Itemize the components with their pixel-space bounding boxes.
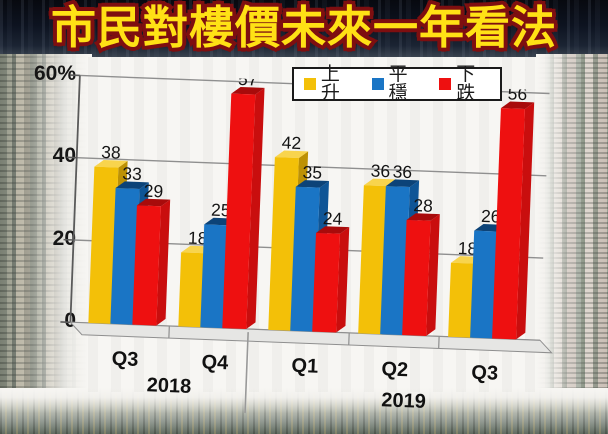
value-label-下跌-Q2-3: 28 (413, 195, 433, 216)
bar-平穩-Q4-1-front (200, 224, 229, 329)
value-label-上升-Q3-4: 18 (457, 238, 477, 259)
value-label-平穩-Q3-0: 33 (122, 163, 142, 184)
bar-下跌-Q3-4-front (492, 108, 525, 340)
value-label-下跌-Q3-4: 56 (507, 83, 527, 104)
bar-下跌-Q2-3-front (402, 219, 431, 336)
bar-上升-Q1-2-front (268, 157, 299, 331)
gridline-40 (76, 157, 547, 177)
legend-label-下跌: 下跌 (456, 64, 476, 104)
bar-平穩-Q3-0-front (110, 188, 140, 325)
value-label-下跌-Q1-2: 24 (322, 208, 342, 229)
bar-下跌-Q2-3-top (406, 213, 440, 221)
legend-swatch-上升 (304, 78, 316, 90)
bar-平穩-Q1-2-top (295, 180, 330, 188)
value-label-上升-Q2-3: 36 (370, 161, 390, 182)
category-label-Q3-0: Q3 (111, 348, 139, 371)
y-axis-label-60: 60% (33, 62, 76, 85)
bar-下跌-Q3-4-side (516, 102, 535, 340)
category-label-Q2-3: Q2 (381, 358, 409, 381)
headline-text: 市民對樓價未來一年看法 (50, 2, 557, 53)
value-label-上升-Q4-1: 18 (188, 228, 208, 249)
headline: 市民對樓價未來一年看法 市民對樓價未來一年看法 (0, 0, 608, 57)
value-label-下跌-Q3-0: 29 (143, 181, 163, 202)
value-label-平穩-Q4-1: 25 (211, 200, 231, 221)
category-label-Q4-1: Q4 (201, 351, 229, 374)
bar-上升-Q3-0-front (88, 166, 119, 324)
bar-上升-Q1-2-top (274, 150, 309, 159)
legend-item-上升: 上升 (304, 65, 359, 103)
bar-下跌-Q3-0-top (136, 198, 171, 207)
category-label-Q1-2: Q1 (291, 355, 319, 378)
year-separator (244, 332, 249, 414)
bar-平穩-Q1-2-front (290, 186, 320, 332)
bar-平穩-Q2-3-top (385, 179, 420, 188)
bar-上升-Q2-3-front (358, 185, 388, 335)
bar-下跌-Q3-0-front (132, 205, 161, 326)
year-label-2019: 2019 (381, 389, 426, 413)
value-label-平穩-Q3-4: 26 (481, 206, 501, 227)
bar-平穩-Q2-3-front (380, 186, 410, 336)
header-night-cityscape-background (0, 0, 608, 57)
bottom-buildings-photo (0, 388, 608, 434)
bar-下跌-Q4-1-top (231, 86, 265, 95)
bar-下跌-Q2-3-side (426, 214, 440, 336)
legend: 上升 平穩 下跌 (292, 64, 502, 104)
bar-平穩-Q3-4-front (470, 230, 499, 339)
bar-平穩-Q3-0-top (115, 181, 149, 189)
bar-下跌-Q1-2-side (336, 227, 350, 333)
category-label-Q3-4: Q3 (471, 362, 499, 385)
bar-下跌-Q1-2-top (316, 226, 350, 234)
value-label-平穩-Q2-3: 36 (392, 161, 412, 182)
bar-下跌-Q3-4-top (500, 101, 535, 110)
bar-下跌-Q3-0-side (156, 199, 171, 326)
y-axis-line (69, 75, 81, 323)
right-buildings-photo (536, 54, 608, 434)
legend-swatch-平穩 (371, 78, 384, 90)
y-axis-label-40: 40 (52, 144, 76, 168)
legend-label-平穩: 平穩 (388, 64, 408, 104)
legend-swatch-下跌 (439, 78, 452, 90)
bar-下跌-Q1-2-front (312, 232, 340, 333)
y-axis-label-20: 20 (52, 226, 76, 250)
value-label-平穩-Q1-2: 35 (302, 162, 322, 183)
bar-上升-Q4-1-front (178, 252, 206, 328)
headline-outline: 市民對樓價未來一年看法 (47, 0, 559, 57)
value-label-上升-Q1-2: 42 (281, 132, 301, 153)
bar-上升-Q3-4-front (448, 262, 475, 338)
bar-下跌-Q4-1-front (222, 93, 256, 330)
left-buildings-photo (0, 54, 92, 400)
plot-area: 38 33 29 Q3 18 25 57 Q4 42 35 24 Q1 36 36 28 Q2 18 26 56 Q3… (54, 69, 567, 434)
value-label-上升-Q3-0: 38 (101, 142, 121, 163)
year-label-2018: 2018 (146, 374, 191, 398)
legend-item-下跌: 下跌 (439, 65, 494, 103)
legend-label-上升: 上升 (320, 64, 340, 104)
legend-item-平穩: 平穩 (371, 64, 427, 104)
bar-上升-Q3-0-top (94, 159, 128, 168)
bar-下跌-Q4-1-side (246, 87, 265, 330)
